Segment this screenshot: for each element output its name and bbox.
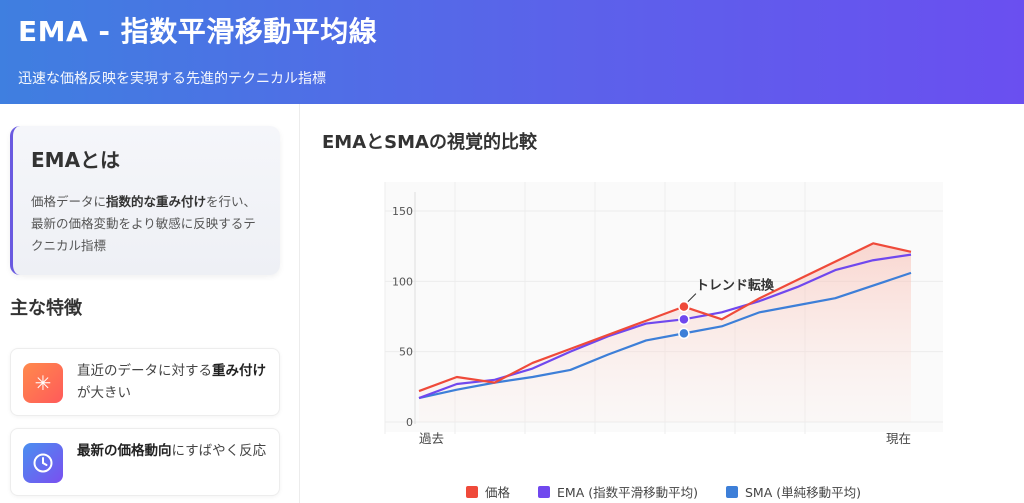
y-tick-label: 150 [392, 205, 413, 218]
chart-legend: 価格 EMA (指数平滑移動平均) SMA (単純移動平均) [466, 482, 861, 501]
feature-text-1: 直近のデータに対する [77, 363, 212, 379]
point-ema-trend [678, 313, 690, 326]
legend-label-ema: EMA (指数平滑移動平均) [557, 485, 698, 500]
y-tick-label: 50 [399, 346, 413, 359]
card-title: EMAとは [31, 148, 121, 172]
point-sma-trend [678, 327, 690, 340]
annotation-label: トレンド転換 [696, 278, 775, 294]
legend-swatch-sma [725, 485, 738, 498]
series-line-sma [418, 271, 912, 400]
card-desc-bold: 指数的な重み付け [106, 194, 207, 209]
page-header: EMA - 指数平滑移動平均線 迅速な価格反映を実現する先進的テクニカル指標 [0, 0, 1024, 104]
price-area [419, 243, 911, 422]
x-tick-label-start: 過去 [419, 431, 444, 446]
card-desc-text-1: 価格データに [31, 194, 107, 209]
feature-item-responsiveness: 最新の価格動向にすばやく反応 [10, 428, 280, 496]
features-section-title: 主な特徴 [10, 298, 82, 319]
card-desc-text-2: を行い、最新の価格変動をより敏感に反映するテクニカル指標 [31, 194, 257, 253]
sidebar: EMAとは 価格データに指数的な重み付けを行い、最新の価格変動をより敏感に反映す… [0, 104, 300, 503]
legend-item-price: 価格 [466, 482, 510, 501]
page-title: EMA - 指数平滑移動平均線 [18, 15, 378, 48]
feature-bold: 最新の価格動向 [77, 443, 172, 459]
x-tick-label-end: 現在 [886, 431, 911, 446]
feature-bold: 重み付け [212, 363, 266, 379]
y-tick-label: 100 [392, 275, 413, 288]
feature-text-2: にすばやく反応 [171, 443, 267, 459]
feature-text: 最新の価格動向にすばやく反応 [77, 440, 273, 462]
point-price-trend [678, 300, 690, 313]
main-panel: EMAとSMAの視覚的比較 0 50 100 150 過去 現在 トレンド転換 価格 EMA… [301, 104, 1024, 503]
card-description: 価格データに指数的な重み付けを行い、最新の価格変動をより敏感に反映するテクニカル… [31, 191, 262, 257]
legend-swatch-ema [538, 485, 551, 498]
series-line-ema [418, 253, 912, 400]
chart-title: EMAとSMAの視覚的比較 [322, 132, 537, 153]
legend-label-sma: SMA (単純移動平均) [744, 485, 861, 500]
legend-swatch-price [466, 485, 478, 498]
annotation-pointer [687, 293, 697, 303]
comparison-chart: 0 50 100 150 過去 現在 トレンド転換 [384, 182, 943, 446]
feature-item-weighting: ✳ 直近のデータに対する重み付けが大きい [10, 348, 280, 416]
legend-item-ema: EMA (指数平滑移動平均) [538, 482, 698, 501]
page-subtitle: 迅速な価格反映を実現する先進的テクニカル指標 [18, 71, 326, 87]
feature-text: 直近のデータに対する重み付けが大きい [77, 360, 273, 404]
feature-text-2: が大きい [77, 385, 131, 401]
clock-icon [23, 443, 63, 483]
ema-definition-card: EMAとは 価格データに指数的な重み付けを行い、最新の価格変動をより敏感に反映す… [10, 126, 280, 275]
legend-item-sma: SMA (単純移動平均) [725, 482, 861, 501]
y-tick-label: 0 [406, 416, 413, 429]
asterisk-icon: ✳ [23, 363, 63, 403]
series-line-price [418, 242, 912, 393]
legend-label-price: 価格 [485, 485, 511, 500]
